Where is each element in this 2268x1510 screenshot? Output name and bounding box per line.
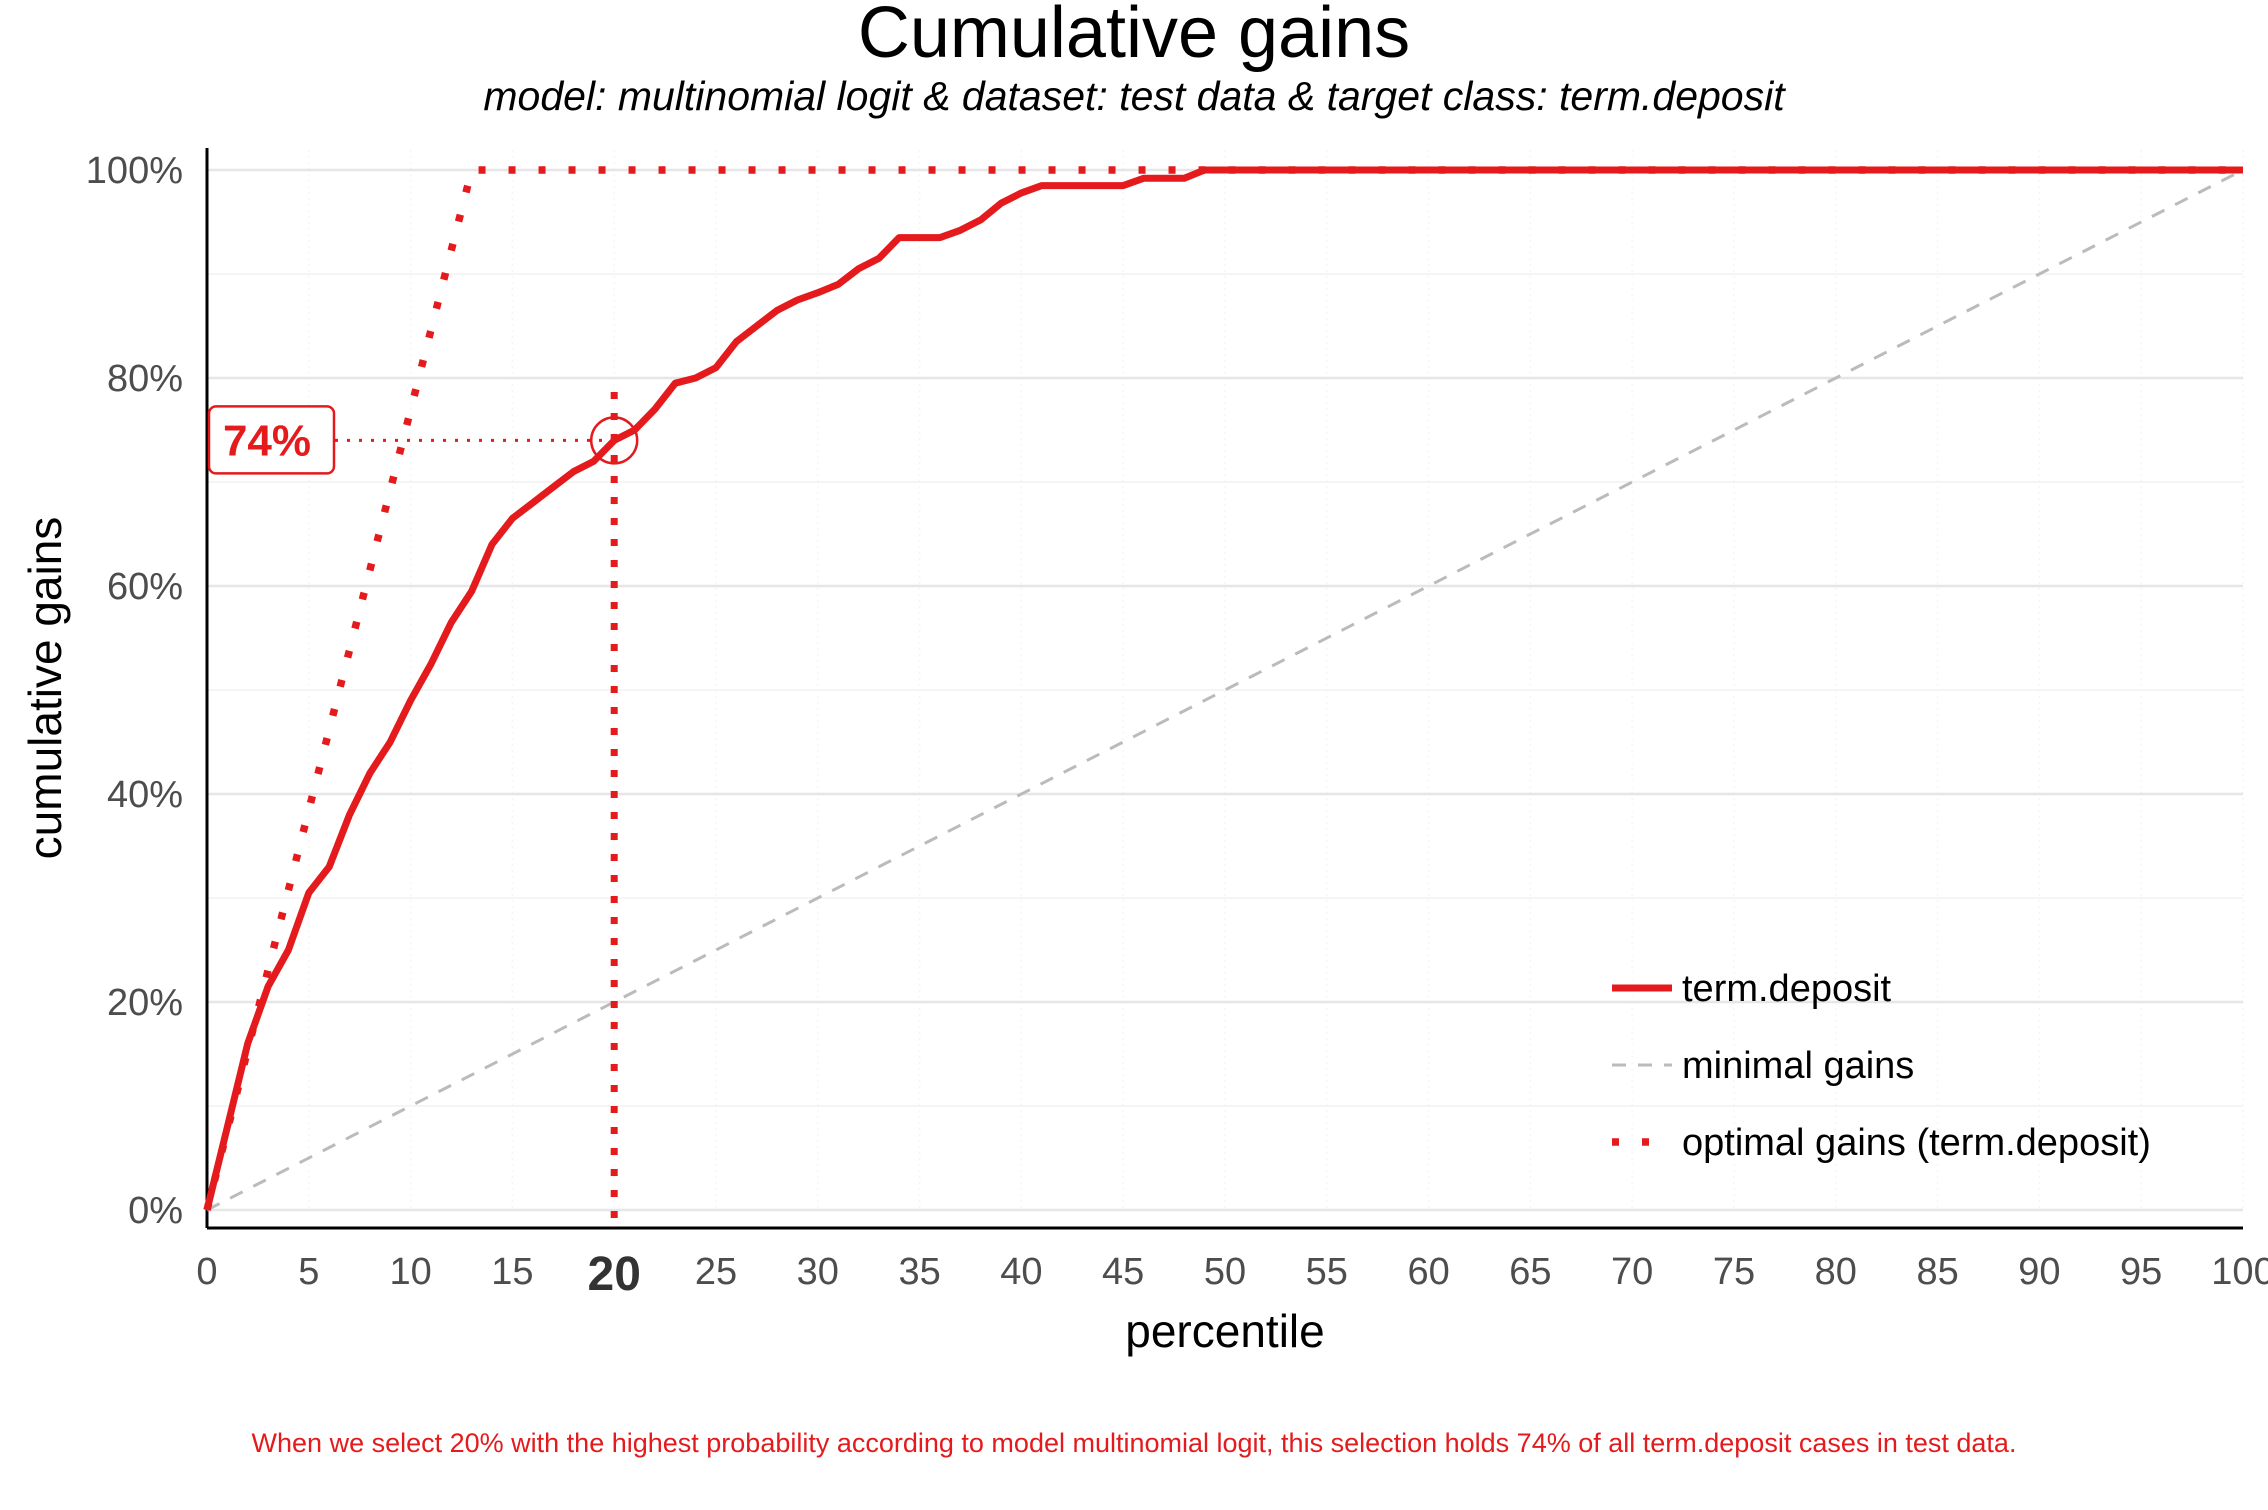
x-tick-label: 35: [898, 1251, 940, 1293]
y-tick-label: 0%: [128, 1190, 183, 1232]
annotation-marker: [589, 416, 639, 465]
chart-caption: When we select 20% with the highest prob…: [252, 1428, 2017, 1458]
x-tick-label: 15: [491, 1251, 533, 1293]
x-tick-label: 0: [196, 1251, 217, 1293]
x-tick-label: 55: [1306, 1251, 1348, 1293]
x-tick-label: 80: [1815, 1251, 1857, 1293]
x-tick-label: 95: [2120, 1251, 2162, 1293]
x-tick-label: 70: [1611, 1251, 1653, 1293]
series: [203, 166, 2244, 1212]
y-tick-label: 20%: [107, 982, 183, 1024]
grid-lines: [206, 150, 2244, 1212]
x-tick-label: 25: [695, 1251, 737, 1293]
annotation-label-box: [207, 405, 336, 475]
x-tick-label: 50: [1204, 1251, 1246, 1293]
y-axis-title: cumulative gains: [19, 517, 71, 860]
x-tick-label: 60: [1407, 1251, 1449, 1293]
x-tick-label: 100: [2211, 1251, 2268, 1293]
x-tick-label: 75: [1713, 1251, 1755, 1293]
x-tick-label: 85: [1916, 1251, 1958, 1293]
legend-label: optimal gains (term.deposit): [1682, 1122, 2151, 1164]
annotation-label: 74%: [223, 416, 311, 465]
x-axis-title: percentile: [1125, 1305, 1324, 1357]
axes: [205, 148, 2243, 1230]
x-tick-label: 10: [389, 1251, 431, 1293]
legend-label: minimal gains: [1682, 1045, 1914, 1087]
x-tick-label: 90: [2018, 1251, 2060, 1293]
legend: term.deposit minimal gains optimal gains (…: [1612, 968, 2151, 1164]
chart-title: Cumulative gains: [858, 0, 1410, 73]
y-tick-label: 100%: [86, 150, 183, 192]
chart-subtitle: model: multinomial logit & dataset: test…: [483, 73, 1786, 119]
x-tick-label: 5: [298, 1251, 319, 1293]
y-tick-label: 60%: [107, 566, 183, 608]
annotation: 74%: [207, 392, 639, 1228]
x-tick-label: 30: [797, 1251, 839, 1293]
x-tick-label: 65: [1509, 1251, 1551, 1293]
x-tick-label: 40: [1000, 1251, 1042, 1293]
x-tick-label: 45: [1102, 1251, 1144, 1293]
x-tick-label: 20: [588, 1248, 641, 1301]
y-tick-label: 80%: [107, 358, 183, 400]
y-tick-label: 40%: [107, 774, 183, 816]
series-line-term-deposit: [203, 166, 2243, 1211]
tick-labels: 0% 20% 40% 60% 80% 100% 0 5 10 15 20 25 30 35 40 45 50 55…: [86, 150, 2268, 1301]
legend-label: term.deposit: [1682, 968, 1892, 1010]
series-line-minimal-gains: [206, 168, 2244, 1212]
